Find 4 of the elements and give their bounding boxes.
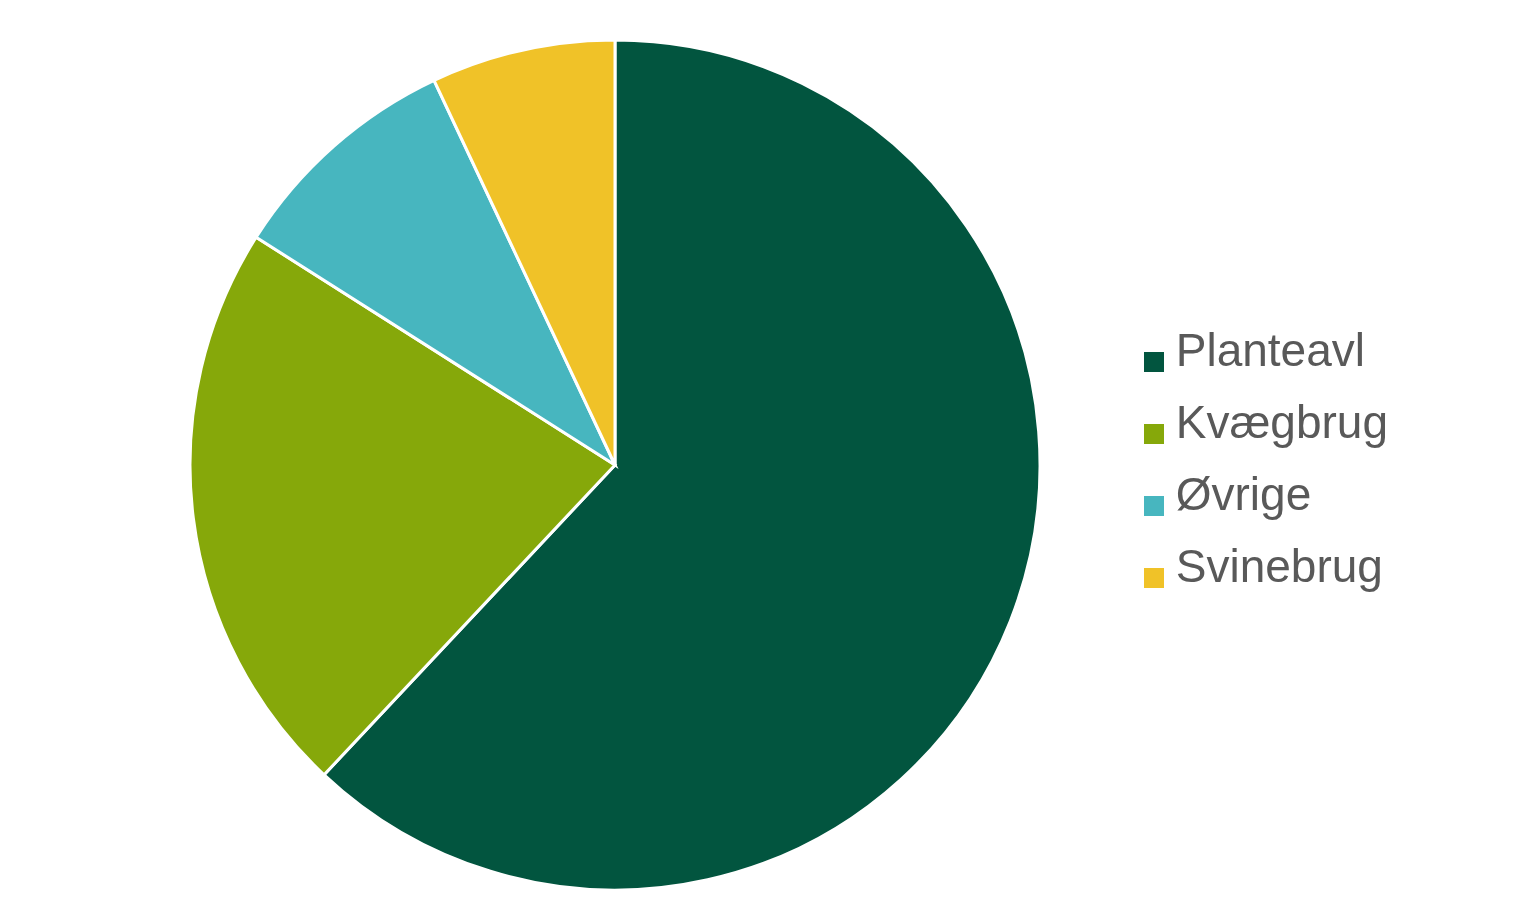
legend-label: Kvægbrug xyxy=(1175,396,1388,448)
legend-label: Øvrige xyxy=(1175,468,1312,520)
legend-label: Svinebrug xyxy=(1175,540,1383,592)
legend-label: Planteavl xyxy=(1175,324,1365,376)
